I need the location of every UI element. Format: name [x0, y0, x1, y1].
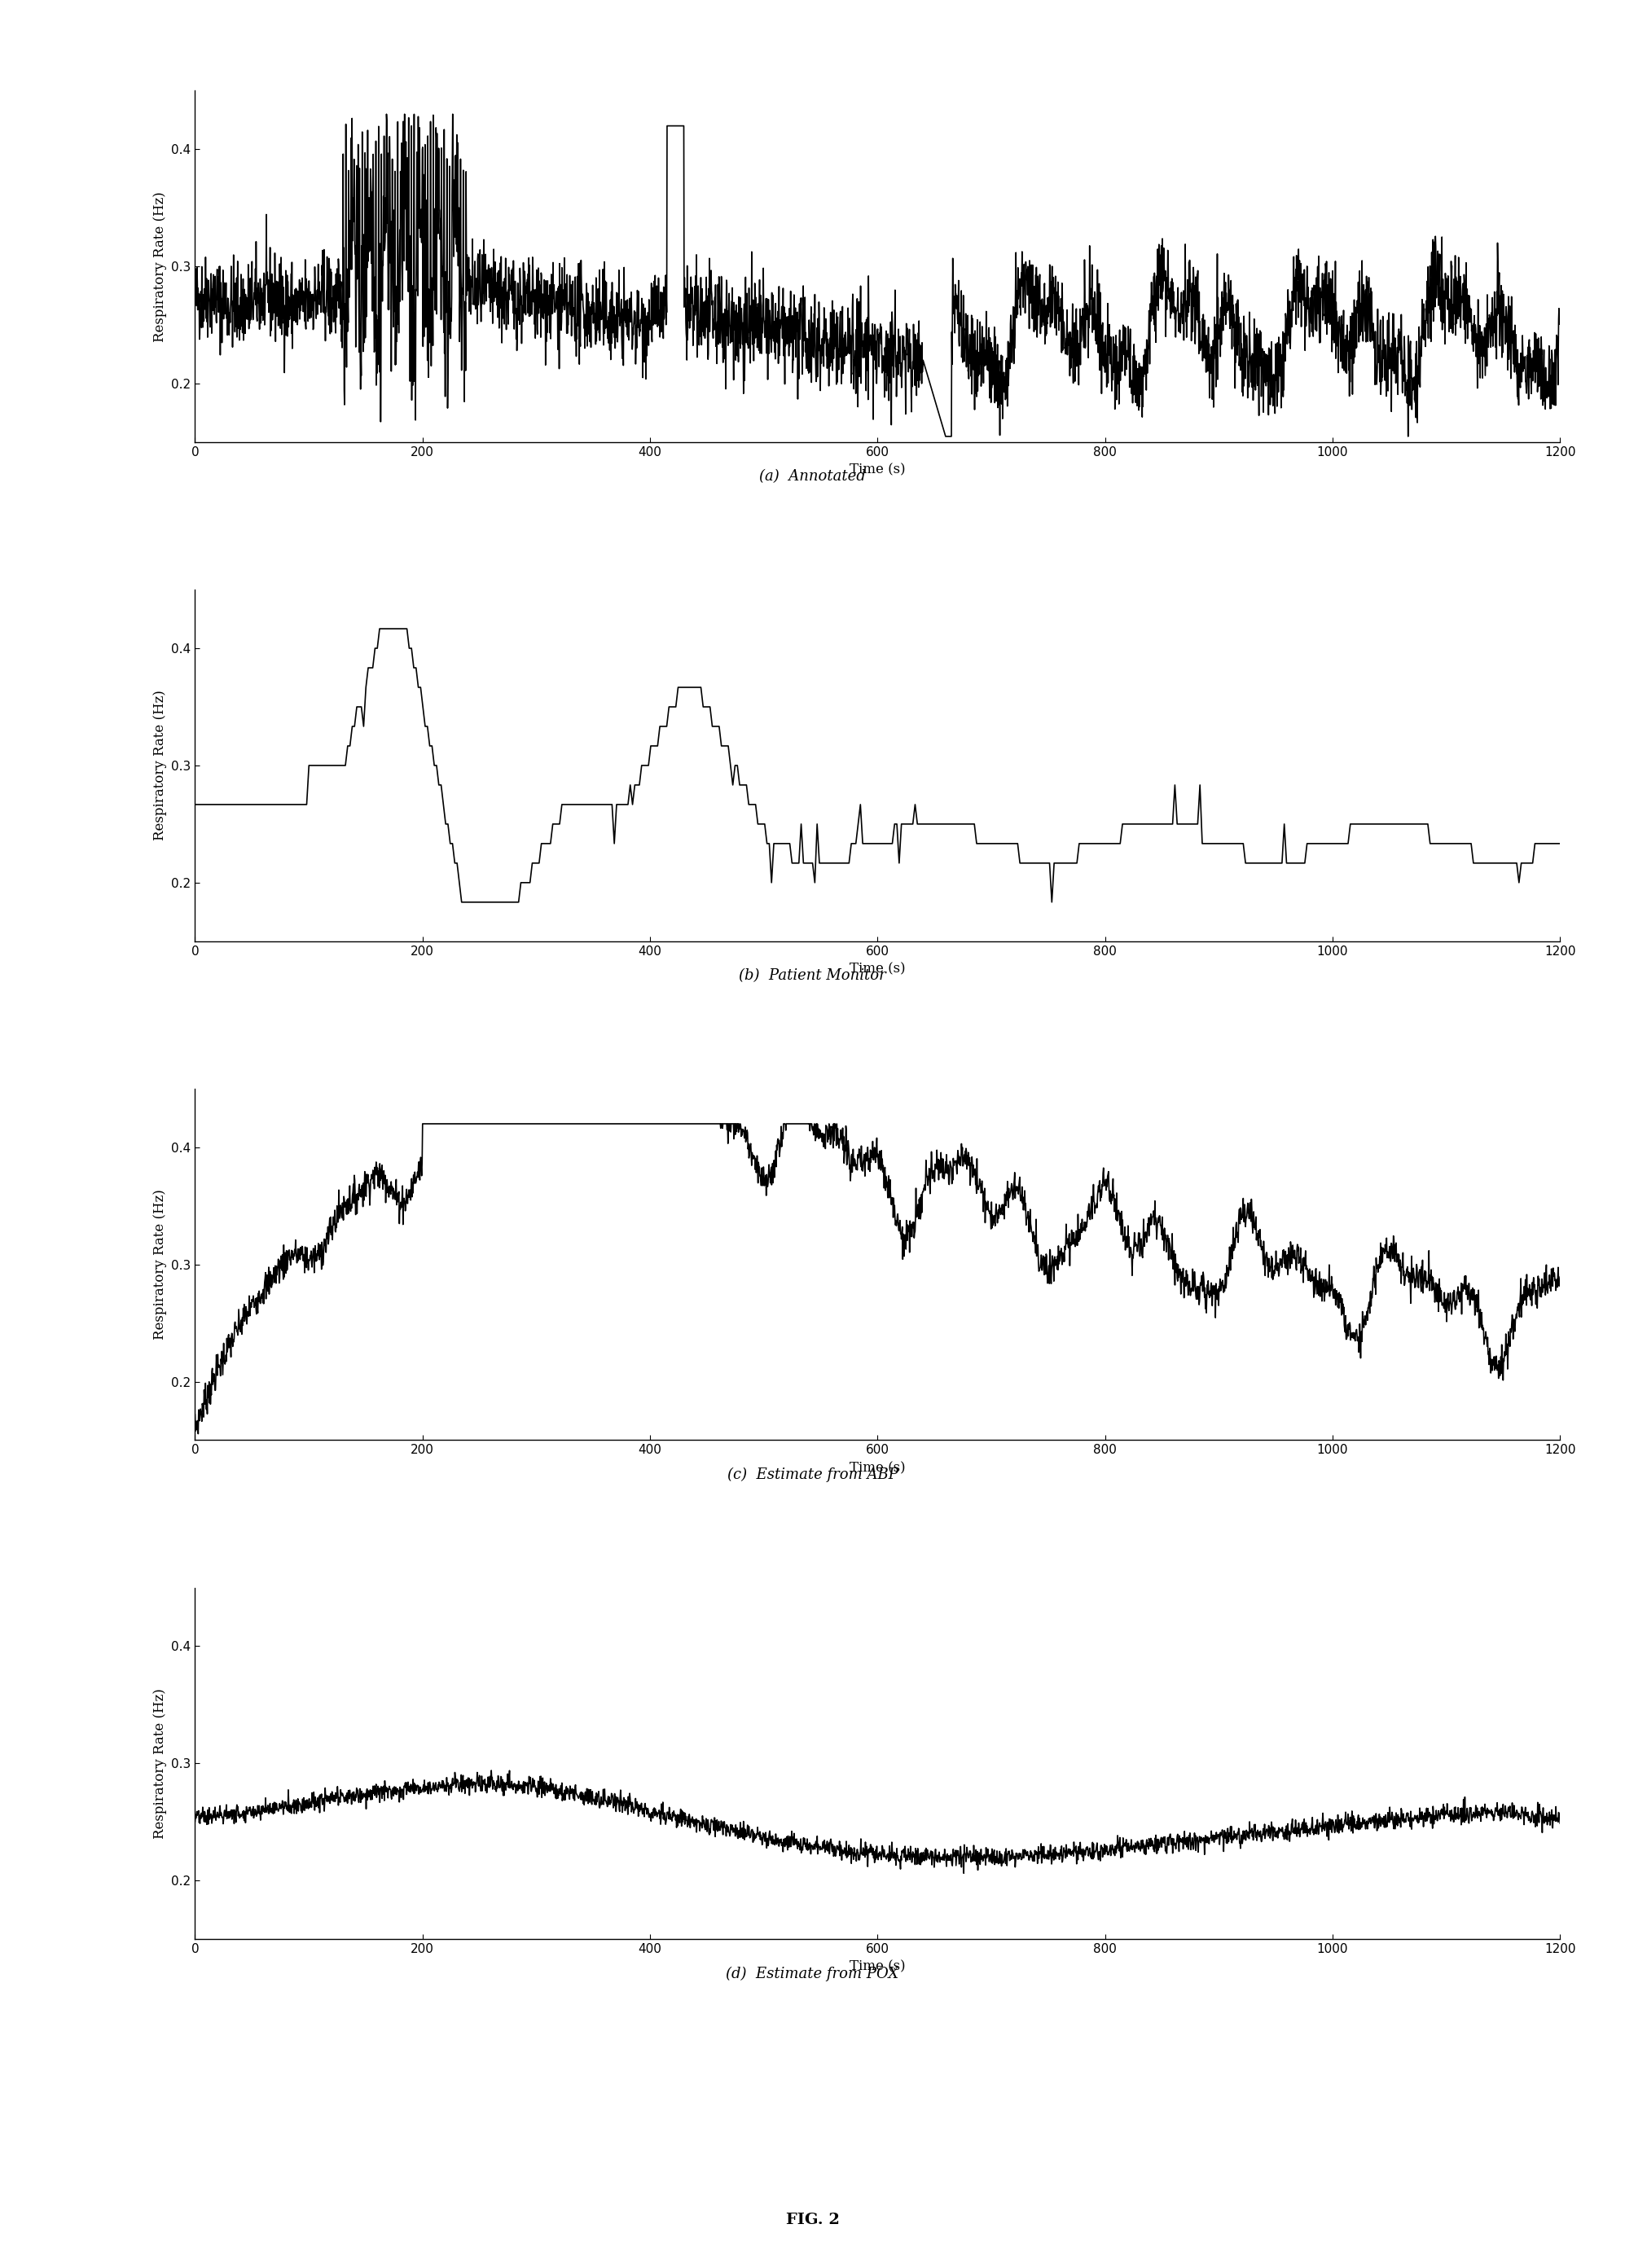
Y-axis label: Respiratory Rate (Hz): Respiratory Rate (Hz) [153, 1188, 167, 1340]
Text: FIG. 2: FIG. 2 [785, 2214, 840, 2227]
Text: (a)  Annotated: (a) Annotated [759, 469, 866, 483]
Y-axis label: Respiratory Rate (Hz): Respiratory Rate (Hz) [153, 1687, 167, 1839]
Text: (b)  Patient Monitor: (b) Patient Monitor [739, 968, 886, 982]
X-axis label: Time (s): Time (s) [850, 1461, 905, 1474]
Text: (d)  Estimate from POX: (d) Estimate from POX [726, 1966, 899, 1982]
Y-axis label: Respiratory Rate (Hz): Respiratory Rate (Hz) [153, 689, 167, 841]
Y-axis label: Respiratory Rate (Hz): Respiratory Rate (Hz) [153, 191, 167, 342]
X-axis label: Time (s): Time (s) [850, 962, 905, 975]
X-axis label: Time (s): Time (s) [850, 1960, 905, 1973]
Text: (c)  Estimate from ABP: (c) Estimate from ABP [726, 1467, 899, 1483]
X-axis label: Time (s): Time (s) [850, 463, 905, 476]
